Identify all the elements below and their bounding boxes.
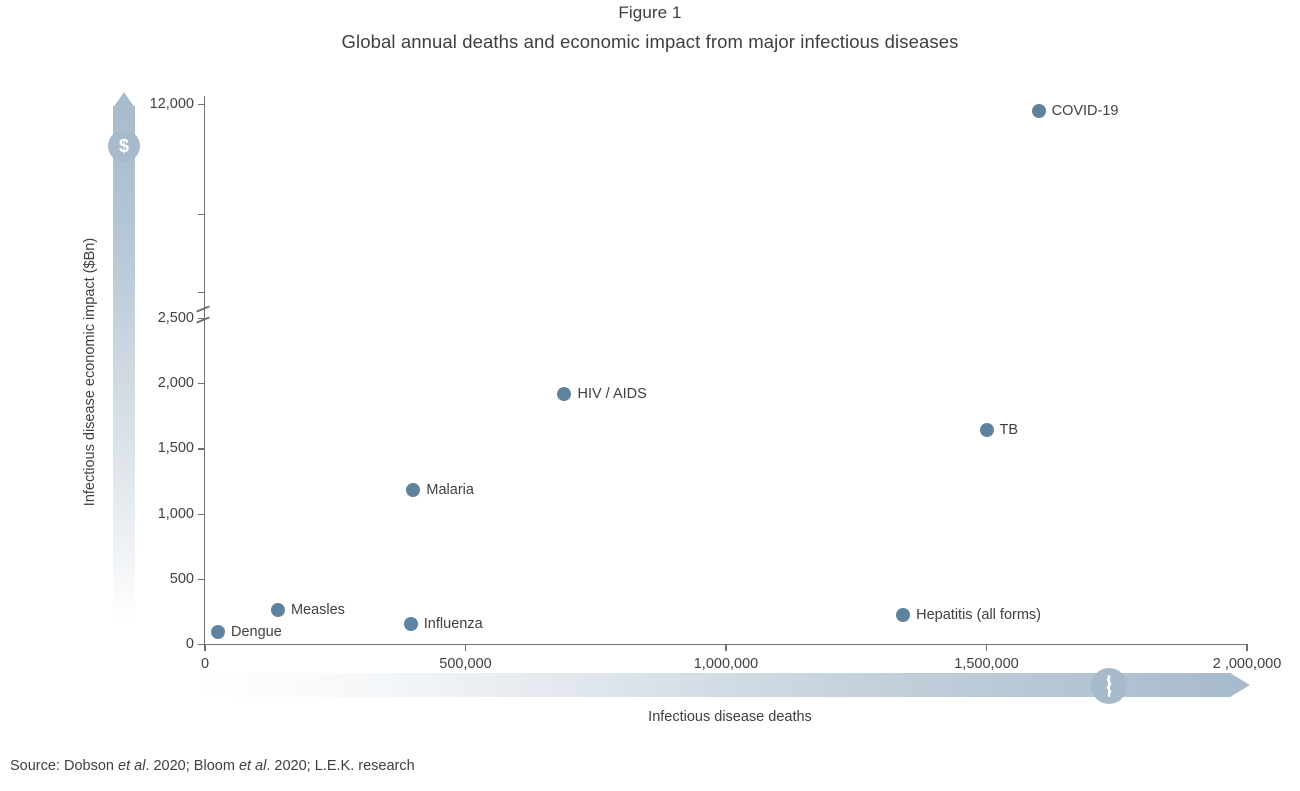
data-point-marker xyxy=(1031,103,1046,118)
x-tick-label: 0 xyxy=(200,656,210,672)
y-tick-label: 1,000 xyxy=(157,505,194,522)
data-point-marker xyxy=(557,387,572,402)
y-tick-label: 2,000 xyxy=(157,375,194,392)
figure-number: Figure 1 xyxy=(618,3,682,22)
data-point-marker xyxy=(896,608,911,623)
source-prefix: Source: Dobson xyxy=(10,758,119,774)
data-point[interactable]: HIV / AIDS xyxy=(557,386,647,402)
arrow-shaft-horizontal xyxy=(195,673,1231,697)
arrow-shaft-vertical xyxy=(113,106,135,622)
rod-of-asclepius-coin-icon xyxy=(1091,668,1127,704)
data-point-label: TB xyxy=(999,422,1019,439)
y-axis-title: Infectious disease economic impact ($Bn) xyxy=(82,237,98,507)
x-axis-title: Infectious disease deaths xyxy=(648,709,812,725)
data-point[interactable]: Influenza xyxy=(403,616,483,632)
y-tick-label: 500 xyxy=(169,570,194,587)
y-tick-minor xyxy=(198,292,205,294)
data-point-marker xyxy=(211,624,226,639)
source-note: Source: Dobson et al. 2020; Bloom et al.… xyxy=(10,758,415,774)
data-point-marker xyxy=(406,483,421,498)
x-tick xyxy=(204,644,206,651)
x-tick xyxy=(1246,644,1248,651)
data-point-marker xyxy=(270,603,285,618)
x-tick xyxy=(985,644,988,651)
source-mid: . 2020; Bloom xyxy=(145,758,239,774)
y-tick-label: 0 xyxy=(185,636,194,652)
data-point-label: COVID-19 xyxy=(1051,102,1119,119)
y-tick xyxy=(198,383,205,385)
data-point[interactable]: Measles xyxy=(270,602,345,618)
data-point-label: Malaria xyxy=(426,482,474,499)
source-suffix: . 2020; L.E.K. research xyxy=(266,758,415,774)
data-point-label: Dengue xyxy=(231,623,282,640)
data-point-label: HIV / AIDS xyxy=(577,386,647,403)
data-point-marker xyxy=(979,423,994,438)
y-tick xyxy=(198,644,205,646)
dollar-coin-icon: $ xyxy=(108,130,140,162)
x-tick-label: 500,000 xyxy=(439,656,492,672)
data-point[interactable]: Dengue xyxy=(211,624,282,640)
source-italic-2: et al xyxy=(238,758,267,774)
deaths-arrow xyxy=(195,673,1250,697)
data-point-label: Measles xyxy=(290,602,345,619)
dollar-glyph: $ xyxy=(118,135,129,156)
data-point[interactable]: TB xyxy=(979,422,1018,438)
y-tick xyxy=(198,578,205,580)
x-tick xyxy=(725,644,727,651)
y-tick xyxy=(198,104,205,106)
data-point-label: Influenza xyxy=(423,616,483,633)
arrow-head-up-icon xyxy=(113,92,135,108)
data-point-label: Hepatitis (all forms) xyxy=(916,607,1042,624)
x-tick xyxy=(464,644,467,651)
y-tick xyxy=(198,448,205,450)
data-point[interactable]: Hepatitis (all forms) xyxy=(896,607,1041,623)
figure-title: Global annual deaths and economic impact… xyxy=(341,31,959,52)
y-tick xyxy=(198,513,205,515)
y-tick-label: 2,500 xyxy=(157,310,194,326)
x-tick-label: 2 ,000,000 xyxy=(1212,656,1282,672)
x-tick-label: 1,500,000 xyxy=(954,656,1019,672)
y-tick-label: 1,500 xyxy=(157,440,194,457)
data-point[interactable]: COVID-19 xyxy=(1031,103,1118,119)
plot-area: 0 500 1,000 1,500 2,000 2,500 12,000 0 500,000 1… xyxy=(150,96,1281,672)
x-tick-label: 1,000,000 xyxy=(693,656,759,672)
source-italic-1: et al xyxy=(118,758,146,774)
data-point-marker xyxy=(403,617,418,632)
y-tick-minor xyxy=(198,214,205,216)
data-point[interactable]: Malaria xyxy=(406,482,474,498)
arrow-head-right-icon xyxy=(1230,673,1250,697)
y-axis-line xyxy=(204,96,206,644)
economic-impact-arrow xyxy=(113,92,135,622)
y-tick-label: 12,000 xyxy=(149,96,194,112)
axis-break-mark-lower xyxy=(196,305,210,313)
